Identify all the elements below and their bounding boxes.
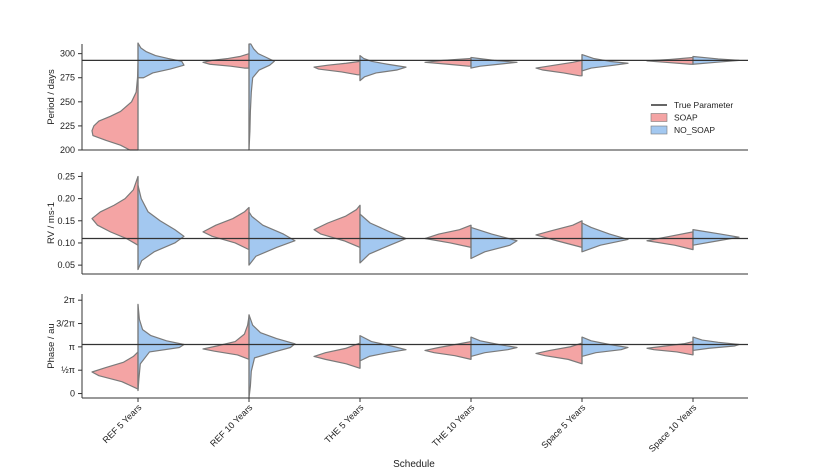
violin-2 [313, 54, 407, 82]
x-tick-label: REF 10 Years [208, 402, 255, 449]
y-tick-label: 0 [70, 389, 75, 399]
violin-half-no-soap [581, 54, 629, 72]
y-tick-label: 0.10 [57, 238, 75, 248]
x-tick-label: THE 5 Years [323, 402, 366, 445]
violin-4 [535, 336, 629, 365]
violin-half-soap [313, 60, 361, 76]
violin-4 [535, 220, 629, 253]
violin-0 [91, 303, 185, 392]
panel-2: 0.05 0.10 0.15 0.20 0.25 RV / ms-1 [46, 171, 748, 275]
y-tick-label: π [69, 342, 75, 352]
violin-half-no-soap [359, 54, 407, 82]
violin-half-no-soap [581, 222, 629, 253]
violin-half-soap [535, 59, 583, 77]
violin-half-soap [91, 175, 139, 246]
violin-half-soap [535, 342, 583, 365]
violin-half-soap [424, 340, 472, 360]
legend: True Parameter SOAP NO_SOAP [650, 100, 733, 135]
violin-3 [424, 336, 518, 360]
y-tick-label: ½π [61, 365, 75, 375]
violin-half-soap [535, 220, 583, 248]
violin-half-no-soap [248, 314, 296, 399]
violin-2 [313, 204, 407, 264]
violin-half-no-soap [692, 336, 740, 352]
violin-1 [202, 43, 275, 151]
x-axis-label: Schedule [393, 459, 435, 470]
y-tick-label: 225 [60, 121, 75, 131]
x-tick-label: REF 5 Years [101, 402, 144, 445]
y-axis-label: Period / days [46, 69, 57, 125]
violin-half-no-soap [581, 336, 629, 357]
violin-half-no-soap [137, 184, 185, 271]
violin-1 [202, 314, 296, 399]
violin-half-no-soap [137, 303, 185, 392]
violin-half-no-soap [248, 43, 275, 151]
violin-half-soap [424, 57, 472, 67]
y-tick-label: 0.25 [57, 171, 75, 181]
violin-half-soap [91, 62, 139, 151]
x-tick-label: Space 5 Years [539, 402, 587, 450]
violin-1 [202, 206, 296, 266]
violin-half-soap [91, 351, 139, 390]
violin-half-no-soap [359, 335, 407, 362]
y-tick-label: 0.15 [57, 216, 75, 226]
violin-half-soap [646, 231, 694, 251]
violin-2 [313, 335, 407, 369]
y-tick-label: 0.20 [57, 194, 75, 204]
violin-half-soap [424, 224, 472, 248]
panel-3: 0 ½π π 3/2π 2π Phase / au [46, 294, 748, 399]
violin-0 [91, 175, 185, 271]
y-tick-label: 275 [60, 73, 75, 83]
legend-entry-label: True Parameter [674, 100, 733, 110]
violin-half-soap [313, 342, 361, 369]
y-tick-label: 2π [64, 295, 75, 305]
y-tick-label: 0.05 [57, 260, 75, 270]
violin-3 [424, 224, 518, 260]
y-axis-label: RV / ms-1 [46, 202, 57, 244]
y-tick-label: 300 [60, 49, 75, 59]
violin-half-soap [202, 206, 250, 251]
violin-half-no-soap [470, 56, 518, 69]
violin-5 [646, 336, 740, 356]
x-tick-labels: REF 5 Years REF 10 Years THE 5 Years THE 10… [101, 398, 699, 454]
legend-patch-swatch [650, 113, 668, 122]
violin-half-no-soap [470, 226, 518, 260]
violin-half-soap [313, 204, 361, 248]
legend-entry-label: SOAP [674, 113, 698, 123]
violin-half-soap [202, 315, 250, 360]
x-tick-label: Space 10 Years [647, 402, 699, 454]
violin-half-soap [646, 340, 694, 356]
y-tick-label: 250 [60, 97, 75, 107]
violin-5 [646, 229, 740, 251]
legend-entry-label: NO_SOAP [674, 125, 715, 135]
violin-half-no-soap [470, 336, 518, 357]
y-tick-label: 3/2π [56, 319, 75, 329]
y-axis-label: Phase / au [46, 323, 57, 368]
violin-half-no-soap [692, 229, 740, 246]
violin-4 [535, 54, 629, 77]
y-tick-label: 200 [60, 145, 75, 155]
violin-0 [91, 42, 185, 151]
x-tick-label: THE 10 Years [430, 402, 477, 449]
legend-patch-swatch [650, 125, 668, 135]
violin-3 [424, 56, 518, 69]
